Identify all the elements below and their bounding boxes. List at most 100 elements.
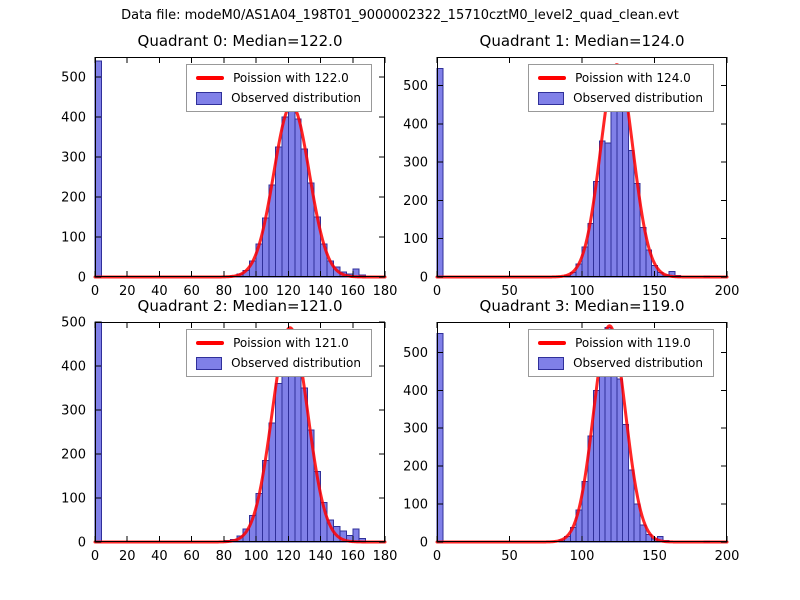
y-tick-label: 0 [78,271,86,286]
axes-frame [437,57,727,277]
x-tick-label: 160 [340,549,365,564]
subplot-quadrant-0: Quadrant 0: Median=122.0 0 20 40 60 80 100 120… [61,32,397,299]
histogram-patch-swatch [538,91,565,105]
axes-frame [95,57,385,277]
y-tick-label: 100 [403,498,428,513]
y-tick-label: 300 [61,404,86,419]
histogram-bar [616,378,624,543]
histogram-bar [281,347,289,543]
legend-line-label: Poission with 122.0 [233,71,349,85]
legend: Poission with 124.0 Observed distributio… [528,64,714,112]
histogram-bar [622,423,629,543]
x-tick-label: 100 [570,549,595,564]
x-tick-label: 100 [570,284,595,299]
x-tick-label: 60 [183,549,200,564]
x-tick-label: 0 [433,549,441,564]
legend-patch-label: Observed distribution [231,91,361,105]
legend: Poission with 122.0 Observed distributio… [186,64,372,112]
x-tick-label: 100 [244,284,269,299]
legend-patch-label: Observed distribution [231,356,361,370]
subplot-quadrant-2: Quadrant 2: Median=121.0 0 20 40 60 80 100 120… [61,297,397,564]
x-tick-label: 50 [501,549,518,564]
subplot-title: Quadrant 0: Median=122.0 [137,32,343,50]
histogram-bar [281,116,289,278]
y-tick-label: 300 [403,422,428,437]
y-tick-label: 300 [403,156,428,171]
y-tick-label: 100 [61,231,86,246]
poisson-line-swatch [196,76,225,80]
legend-entry-curve: Poission with 124.0 [538,71,703,85]
y-tick-label: 400 [61,111,86,126]
plot-area: 0 20 40 60 80 100 120 140 160 180 0 100 200 300 400 500 [61,57,397,299]
poisson-fit-curve [93,103,387,279]
legend: Poission with 121.0 Observed distributio… [186,329,372,377]
x-tick-label: 40 [151,549,168,564]
poisson-line-swatch [538,341,567,345]
y-tick-label: 0 [420,536,428,551]
histogram-patch-swatch [538,356,565,370]
y-tick-label: 300 [61,151,86,166]
subplot-title: Quadrant 1: Median=124.0 [479,32,685,50]
legend-entry-curve: Poission with 122.0 [196,71,361,85]
legend-line-label: Poission with 124.0 [575,71,691,85]
x-tick-label: 160 [340,284,365,299]
legend-entry-histogram: Observed distribution [538,356,703,370]
y-tick-label: 200 [61,191,86,206]
histogram-bar [287,108,296,278]
y-tick-label: 0 [420,271,428,286]
x-tick-label: 120 [276,284,301,299]
legend-line-label: Poission with 121.0 [233,336,349,350]
x-tick-label: 20 [119,549,136,564]
histogram-bar [294,118,302,278]
y-tick-label: 500 [61,316,86,331]
histogram-bar [622,100,629,278]
x-tick-label: 200 [715,284,740,299]
y-tick-label: 400 [61,360,86,375]
legend-entry-histogram: Observed distribution [196,356,361,370]
legend: Poission with 119.0 Observed distributio… [528,329,714,377]
subplot-title: Quadrant 2: Median=121.0 [137,297,343,315]
x-tick-label: 120 [276,549,301,564]
legend-line-label: Poission with 119.0 [575,336,691,350]
x-tick-label: 50 [501,284,518,299]
y-tick-label: 500 [403,79,428,94]
y-tick-label: 200 [403,194,428,209]
x-tick-label: 200 [715,549,740,564]
legend-patch-label: Observed distribution [573,356,703,370]
histogram-bar [352,528,360,543]
poisson-line-swatch [538,76,567,80]
histogram-bar [300,148,309,278]
histogram-bar [274,383,283,543]
x-tick-label: 20 [119,284,136,299]
histogram-patch-swatch [196,91,223,105]
legend-entry-histogram: Observed distribution [196,91,361,105]
y-tick-label: 500 [61,71,86,86]
x-tick-label: 0 [91,549,99,564]
legend-entry-curve: Poission with 119.0 [538,336,703,350]
x-tick-label: 40 [151,284,168,299]
x-tick-label: 100 [244,549,269,564]
x-tick-label: 150 [642,284,667,299]
axes-frame [95,322,385,542]
x-tick-label: 140 [308,549,333,564]
x-tick-label: 150 [642,549,667,564]
y-tick-label: 100 [403,232,428,247]
axes-frame [437,322,727,542]
histogram-patch-swatch [196,356,223,370]
y-tick-label: 500 [403,346,428,361]
subplot-title: Quadrant 3: Median=119.0 [479,297,685,315]
y-tick-label: 100 [61,492,86,507]
poisson-line-swatch [196,341,225,345]
x-tick-label: 140 [308,284,333,299]
legend-entry-curve: Poission with 121.0 [196,336,361,350]
x-tick-label: 80 [216,284,233,299]
histogram-bar [268,422,276,543]
legend-entry-histogram: Observed distribution [538,91,703,105]
histogram-bar [598,348,606,543]
y-tick-label: 200 [61,448,86,463]
x-tick-label: 0 [433,284,441,299]
x-tick-label: 80 [216,549,233,564]
y-tick-label: 400 [403,117,428,132]
x-tick-label: 180 [373,284,398,299]
subplot-quadrant-1: Quadrant 1: Median=124.0 0 50 100 150 200 0 10… [403,32,739,299]
